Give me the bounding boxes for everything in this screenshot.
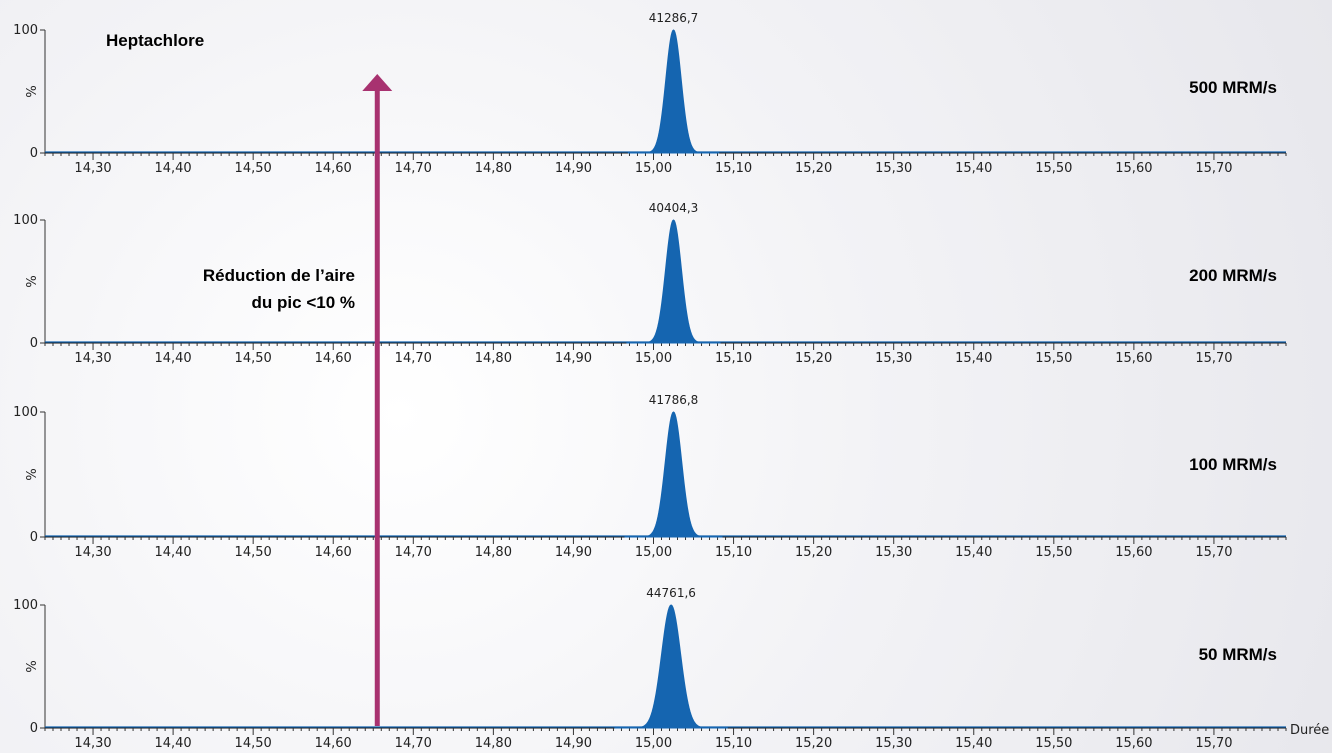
x-tick-label: 15,00 xyxy=(635,351,672,366)
y-tick-label: 0 xyxy=(30,336,38,351)
peak-area xyxy=(626,219,721,344)
x-tick-label: 14,80 xyxy=(475,351,512,366)
x-tick-label: 15,20 xyxy=(795,351,832,366)
x-tick-label: 15,20 xyxy=(795,161,832,176)
x-tick-label: 15,50 xyxy=(1035,161,1072,176)
y-percent-label: % xyxy=(25,85,40,97)
x-tick-label: 14,90 xyxy=(555,736,592,751)
x-tick-label: 15,40 xyxy=(955,351,992,366)
chromatogram-panel: 0 100% 14,30 14,40 14,50 14,60 14,70 14,80 14,90… xyxy=(13,586,1287,751)
y-tick-label: 0 xyxy=(30,146,38,161)
x-tick-label: 14,70 xyxy=(395,545,432,560)
x-tick-label: 15,40 xyxy=(955,161,992,176)
x-axis-title: Durée xyxy=(1290,723,1329,738)
y-tick-label: 0 xyxy=(30,721,38,736)
y-tick-label: 100 xyxy=(13,213,38,228)
x-tick-label: 14,30 xyxy=(74,736,111,751)
x-tick-label: 14,90 xyxy=(555,351,592,366)
x-tick-label: 14,30 xyxy=(74,545,111,560)
arrow-head xyxy=(362,74,393,91)
chromatogram-panel: 0 100% 14,30 14,40 14,50 14,60 14,70 14,80 14,90… xyxy=(13,201,1287,366)
series-label: 200 MRM/s xyxy=(1189,266,1277,285)
x-tick-label: 14,80 xyxy=(475,736,512,751)
x-tick-label: 14,80 xyxy=(475,545,512,560)
peak-label: 41786,8 xyxy=(649,393,699,407)
x-tick-label: 15,00 xyxy=(635,545,672,560)
x-tick-label: 14,70 xyxy=(395,351,432,366)
y-tick-label: 100 xyxy=(13,405,38,420)
series-label: 50 MRM/s xyxy=(1199,645,1277,664)
annotation-text-line2: du pic <10 % xyxy=(252,293,355,312)
x-tick-label: 14,70 xyxy=(395,161,432,176)
x-tick-label: 14,90 xyxy=(555,161,592,176)
x-tick-label: 15,20 xyxy=(795,545,832,560)
annotation-arrow xyxy=(362,74,393,726)
peak-label: 40404,3 xyxy=(649,201,699,215)
x-tick-label: 14,40 xyxy=(154,545,191,560)
y-percent-label: % xyxy=(25,660,40,672)
peak-label: 44761,6 xyxy=(646,586,696,600)
x-tick-label: 15,70 xyxy=(1195,351,1232,366)
y-tick-label: 100 xyxy=(13,598,38,613)
x-tick-label: 14,50 xyxy=(235,161,272,176)
x-tick-label: 14,40 xyxy=(154,351,191,366)
series-label: 500 MRM/s xyxy=(1189,78,1277,97)
x-tick-label: 15,50 xyxy=(1035,545,1072,560)
y-tick-label: 0 xyxy=(30,530,38,545)
x-tick-label: 14,70 xyxy=(395,736,432,751)
chromatogram-panels: 0 100% 14,30 14,40 14,50 14,60 14,70 14,80 14,90… xyxy=(13,11,1287,751)
x-tick-label: 14,60 xyxy=(315,545,352,560)
x-tick-label: 15,10 xyxy=(715,545,752,560)
x-tick-label: 14,60 xyxy=(315,161,352,176)
x-tick-label: 14,30 xyxy=(74,351,111,366)
peak-label: 41286,7 xyxy=(649,11,699,25)
chromatogram-panel: 0 100% 14,30 14,40 14,50 14,60 14,70 14,80 14,90… xyxy=(13,11,1287,176)
peak-area xyxy=(614,604,728,729)
x-tick-label: 15,30 xyxy=(875,736,912,751)
x-tick-label: 15,00 xyxy=(635,161,672,176)
x-tick-label: 14,40 xyxy=(154,161,191,176)
x-tick-label: 15,10 xyxy=(715,351,752,366)
x-tick-label: 14,50 xyxy=(235,545,272,560)
x-tick-label: 14,60 xyxy=(315,351,352,366)
compound-label: Heptachlore xyxy=(106,31,204,50)
x-tick-label: 15,60 xyxy=(1115,161,1152,176)
x-tick-label: 14,90 xyxy=(555,545,592,560)
x-tick-label: 15,50 xyxy=(1035,736,1072,751)
x-tick-label: 15,70 xyxy=(1195,736,1232,751)
x-tick-label: 15,20 xyxy=(795,736,832,751)
x-tick-label: 15,10 xyxy=(715,161,752,176)
x-tick-label: 14,60 xyxy=(315,736,352,751)
x-tick-label: 15,10 xyxy=(715,736,752,751)
x-tick-label: 14,40 xyxy=(154,736,191,751)
x-tick-label: 15,50 xyxy=(1035,351,1072,366)
x-tick-label: 15,30 xyxy=(875,161,912,176)
x-tick-label: 15,60 xyxy=(1115,351,1152,366)
x-tick-label: 15,30 xyxy=(875,545,912,560)
x-tick-label: 15,70 xyxy=(1195,161,1232,176)
x-tick-label: 14,30 xyxy=(74,161,111,176)
x-tick-label: 15,30 xyxy=(875,351,912,366)
x-tick-label: 15,60 xyxy=(1115,545,1152,560)
y-percent-label: % xyxy=(25,468,40,480)
y-percent-label: % xyxy=(25,275,40,287)
y-tick-label: 100 xyxy=(13,23,38,38)
x-tick-label: 15,40 xyxy=(955,736,992,751)
x-tick-label: 15,00 xyxy=(635,736,672,751)
x-tick-label: 14,50 xyxy=(235,351,272,366)
x-tick-label: 14,80 xyxy=(475,161,512,176)
series-label: 100 MRM/s xyxy=(1189,455,1277,474)
peak-area xyxy=(624,411,723,538)
x-tick-label: 15,40 xyxy=(955,545,992,560)
annotation-text-line1: Réduction de l’aire xyxy=(203,266,355,285)
peak-area xyxy=(627,29,720,154)
x-tick-label: 15,70 xyxy=(1195,545,1232,560)
x-tick-label: 15,60 xyxy=(1115,736,1152,751)
chromatogram-panel: 0 100% 14,30 14,40 14,50 14,60 14,70 14,80 14,90… xyxy=(13,393,1287,560)
x-tick-label: 14,50 xyxy=(235,736,272,751)
